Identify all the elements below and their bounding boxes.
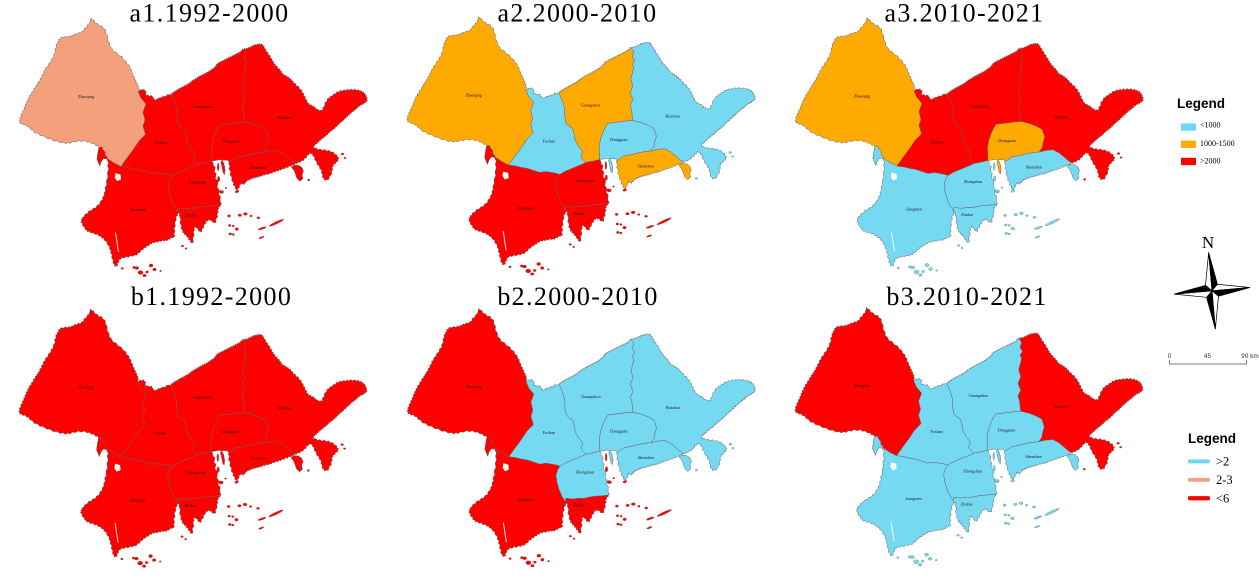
svg-text:Legend: Legend bbox=[1188, 431, 1236, 446]
svg-text:a1.1992-2000: a1.1992-2000 bbox=[130, 0, 290, 28]
svg-text:1000-1500: 1000-1500 bbox=[1200, 139, 1235, 148]
svg-text:>2: >2 bbox=[1216, 455, 1229, 469]
svg-text:a2.2000-2010: a2.2000-2010 bbox=[498, 0, 658, 28]
svg-text:<1000: <1000 bbox=[1200, 120, 1221, 129]
svg-text:b1.1992-2000: b1.1992-2000 bbox=[131, 282, 292, 311]
svg-text:Legend: Legend bbox=[1177, 96, 1225, 111]
svg-text:90 km: 90 km bbox=[1241, 353, 1259, 360]
svg-text:0: 0 bbox=[1168, 353, 1172, 360]
svg-text:2-3: 2-3 bbox=[1216, 473, 1233, 487]
svg-text:N: N bbox=[1202, 233, 1214, 252]
svg-text:45: 45 bbox=[1204, 353, 1212, 360]
svg-text:b2.2000-2010: b2.2000-2010 bbox=[497, 282, 658, 311]
svg-text:a3.2010-2021: a3.2010-2021 bbox=[885, 0, 1045, 28]
svg-text:b3.2010-2021: b3.2010-2021 bbox=[886, 282, 1047, 311]
svg-text:<6: <6 bbox=[1216, 491, 1229, 505]
svg-text:>2000: >2000 bbox=[1200, 156, 1221, 165]
